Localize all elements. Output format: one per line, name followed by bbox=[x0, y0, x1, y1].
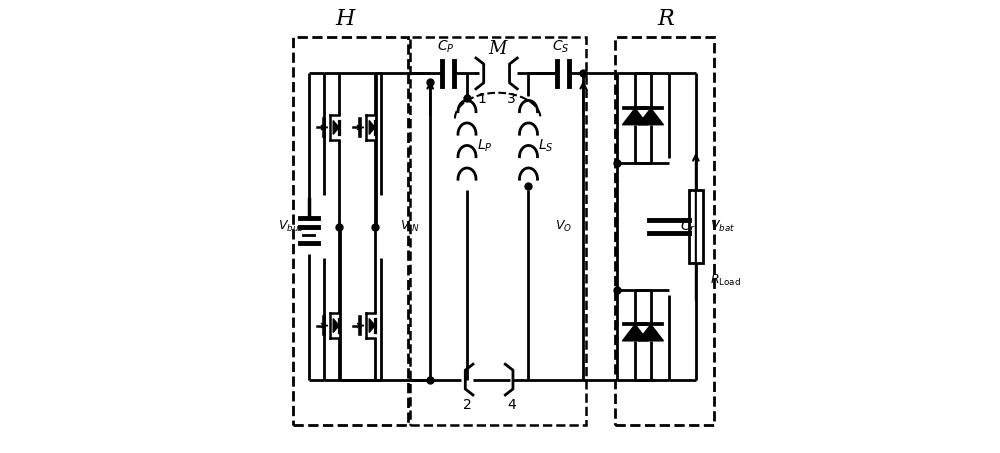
Text: $L_S$: $L_S$ bbox=[538, 137, 554, 154]
Text: $V_O$: $V_O$ bbox=[555, 219, 572, 234]
Polygon shape bbox=[638, 324, 663, 341]
Text: $L_P$: $L_P$ bbox=[477, 137, 492, 154]
Text: R: R bbox=[657, 9, 674, 30]
Bar bbox=[293, 38, 408, 424]
Text: $V_{bat}$: $V_{bat}$ bbox=[710, 219, 735, 234]
Text: $V_{IN}$: $V_{IN}$ bbox=[400, 219, 419, 234]
Text: $R_{\rm Load}$: $R_{\rm Load}$ bbox=[710, 273, 741, 288]
Text: 2: 2 bbox=[463, 398, 471, 412]
Bar bbox=[689, 190, 703, 263]
Polygon shape bbox=[622, 108, 648, 125]
Bar bbox=[410, 38, 586, 424]
Bar bbox=[615, 38, 714, 424]
Text: M: M bbox=[489, 40, 507, 58]
Text: 1: 1 bbox=[478, 92, 486, 106]
Text: 3: 3 bbox=[507, 92, 516, 106]
Polygon shape bbox=[333, 120, 339, 135]
Text: $C_r$: $C_r$ bbox=[680, 218, 696, 235]
Polygon shape bbox=[369, 120, 375, 135]
Text: H: H bbox=[335, 9, 354, 30]
Polygon shape bbox=[333, 318, 339, 333]
Text: $C_P$: $C_P$ bbox=[437, 39, 455, 55]
Text: $V_{bus}$: $V_{bus}$ bbox=[278, 219, 304, 234]
Polygon shape bbox=[622, 324, 648, 341]
Polygon shape bbox=[369, 318, 375, 333]
Text: $C_S$: $C_S$ bbox=[552, 39, 570, 55]
Polygon shape bbox=[638, 108, 663, 125]
Text: 4: 4 bbox=[507, 398, 516, 412]
